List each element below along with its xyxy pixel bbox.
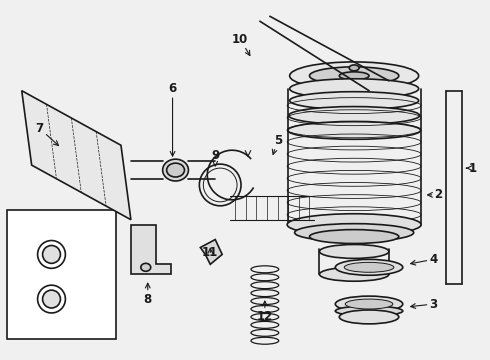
Ellipse shape — [287, 214, 421, 235]
Text: 2: 2 — [428, 188, 442, 201]
Text: 4: 4 — [411, 253, 438, 266]
Ellipse shape — [339, 72, 369, 80]
Ellipse shape — [288, 121, 420, 139]
Polygon shape — [200, 239, 222, 264]
Ellipse shape — [319, 267, 389, 281]
Ellipse shape — [290, 79, 418, 99]
Ellipse shape — [344, 262, 394, 272]
Text: 5: 5 — [272, 134, 282, 154]
Ellipse shape — [38, 285, 65, 313]
Text: 1: 1 — [466, 162, 477, 175]
Ellipse shape — [319, 244, 389, 258]
Ellipse shape — [167, 163, 184, 177]
Ellipse shape — [310, 67, 399, 85]
FancyBboxPatch shape — [7, 210, 116, 339]
Ellipse shape — [163, 159, 189, 181]
Text: 12: 12 — [257, 301, 273, 323]
Text: 6: 6 — [169, 82, 177, 156]
Polygon shape — [131, 225, 171, 274]
Text: 10: 10 — [232, 33, 250, 55]
Ellipse shape — [349, 65, 359, 71]
Text: 3: 3 — [411, 297, 438, 311]
Ellipse shape — [335, 260, 403, 275]
Ellipse shape — [290, 92, 418, 109]
Text: 9: 9 — [211, 149, 220, 166]
Ellipse shape — [289, 107, 419, 125]
Ellipse shape — [290, 62, 418, 90]
Ellipse shape — [339, 310, 399, 324]
Ellipse shape — [38, 240, 65, 268]
Ellipse shape — [141, 264, 151, 271]
Text: 11: 11 — [202, 246, 219, 259]
Ellipse shape — [43, 246, 60, 264]
Ellipse shape — [294, 224, 414, 242]
Ellipse shape — [345, 299, 393, 309]
Ellipse shape — [335, 296, 403, 312]
Ellipse shape — [335, 306, 403, 316]
Ellipse shape — [310, 230, 399, 243]
Ellipse shape — [43, 290, 60, 308]
Text: 8: 8 — [144, 283, 152, 306]
Text: 7: 7 — [36, 122, 58, 145]
Polygon shape — [22, 91, 131, 220]
